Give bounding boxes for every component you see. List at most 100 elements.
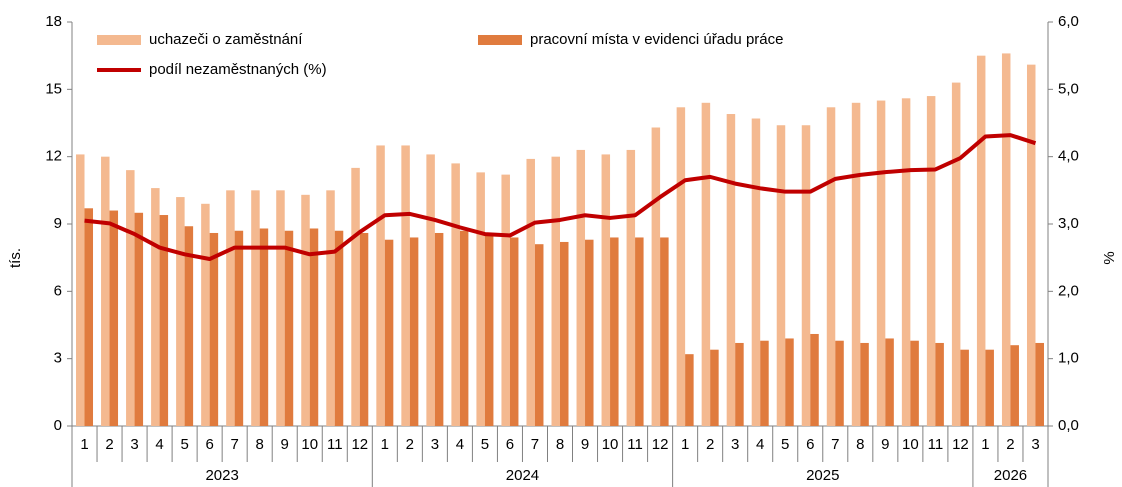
bar bbox=[251, 190, 260, 426]
bar bbox=[776, 125, 786, 426]
bar bbox=[585, 239, 594, 426]
bar bbox=[426, 154, 435, 426]
x-tick-label: 8 bbox=[556, 436, 564, 453]
x-tick-label: 5 bbox=[781, 436, 789, 453]
bar bbox=[209, 232, 219, 426]
bar bbox=[159, 215, 169, 426]
x-tick-label: 2 bbox=[1006, 436, 1014, 453]
y-tick-label: 6 bbox=[54, 282, 62, 299]
year-label: 2023 bbox=[205, 467, 238, 484]
x-tick-label: 1 bbox=[80, 436, 88, 453]
x-tick-label: 5 bbox=[481, 436, 489, 453]
legend-swatch bbox=[478, 35, 522, 45]
bar bbox=[726, 114, 736, 427]
bar bbox=[660, 237, 669, 426]
bar bbox=[126, 170, 135, 426]
line bbox=[84, 133, 1037, 262]
bar bbox=[434, 232, 444, 426]
x-tick-label: 11 bbox=[627, 436, 643, 453]
bar bbox=[876, 100, 886, 427]
bar bbox=[176, 197, 185, 426]
bar bbox=[885, 338, 894, 426]
y-tick-label: 3 bbox=[54, 350, 62, 367]
bar bbox=[109, 210, 119, 426]
bar bbox=[484, 235, 494, 426]
bar bbox=[751, 118, 761, 426]
year-label: 2026 bbox=[994, 467, 1027, 484]
bar bbox=[84, 208, 94, 426]
x-tick-label: 4 bbox=[456, 436, 464, 453]
x-tick-label: 10 bbox=[602, 436, 619, 453]
x-tick-label: 8 bbox=[256, 436, 264, 453]
x-tick-label: 5 bbox=[180, 436, 188, 453]
bar bbox=[1035, 342, 1044, 426]
x-tick-label: 12 bbox=[952, 436, 969, 453]
bar bbox=[309, 228, 319, 426]
x-tick-label: 9 bbox=[581, 436, 589, 453]
bar bbox=[1026, 64, 1036, 427]
bar bbox=[509, 237, 519, 426]
bar bbox=[259, 228, 269, 426]
bar bbox=[201, 203, 210, 426]
bar bbox=[276, 190, 285, 426]
x-tick-label: 12 bbox=[652, 436, 669, 453]
x-tick-label: 8 bbox=[856, 436, 864, 453]
y2-tick-label: 4,0 bbox=[1058, 148, 1079, 165]
bar bbox=[284, 230, 294, 426]
y2-tick-label: 5,0 bbox=[1058, 80, 1079, 97]
bar bbox=[926, 96, 936, 427]
x-tick-label: 1 bbox=[981, 436, 989, 453]
bar bbox=[476, 172, 485, 426]
bar bbox=[334, 230, 344, 426]
year-label: 2025 bbox=[806, 467, 839, 484]
bar bbox=[351, 167, 360, 426]
bar bbox=[184, 226, 194, 426]
x-tick-label: 10 bbox=[301, 436, 318, 453]
x-tick-label: 4 bbox=[756, 436, 764, 453]
bar bbox=[951, 82, 961, 426]
x-tick-label: 11 bbox=[928, 436, 944, 453]
bar bbox=[985, 349, 994, 426]
bar bbox=[151, 188, 160, 426]
bar bbox=[526, 158, 535, 426]
bar bbox=[501, 174, 510, 426]
bar bbox=[1010, 345, 1019, 426]
y2-tick-label: 6,0 bbox=[1058, 13, 1079, 30]
bar bbox=[534, 244, 544, 426]
bar bbox=[384, 239, 394, 426]
bar bbox=[976, 55, 986, 427]
y-axis-label: tís. bbox=[7, 248, 24, 268]
x-tick-label: 10 bbox=[902, 436, 919, 453]
y2-tick-label: 1,0 bbox=[1058, 350, 1079, 367]
bar bbox=[810, 333, 819, 426]
x-tick-label: 3 bbox=[1031, 436, 1039, 453]
y-tick-label: 15 bbox=[45, 80, 62, 97]
x-tick-label: 1 bbox=[381, 436, 389, 453]
bar bbox=[226, 190, 235, 426]
x-tick-label: 7 bbox=[831, 436, 839, 453]
bar bbox=[234, 230, 244, 426]
x-tick-label: 3 bbox=[130, 436, 138, 453]
bar bbox=[826, 107, 836, 427]
bar bbox=[409, 237, 419, 426]
x-tick-label: 6 bbox=[205, 436, 213, 453]
bar bbox=[459, 230, 469, 426]
x-tick-label: 11 bbox=[327, 436, 343, 453]
x-tick-label: 9 bbox=[281, 436, 289, 453]
x-tick-label: 12 bbox=[351, 436, 368, 453]
x-tick-label: 3 bbox=[431, 436, 439, 453]
bar bbox=[301, 194, 310, 426]
bar bbox=[801, 125, 811, 426]
y2-axis-label: % bbox=[1101, 251, 1118, 264]
bar bbox=[710, 349, 719, 426]
y2-tick-label: 3,0 bbox=[1058, 215, 1079, 232]
bar bbox=[401, 145, 410, 426]
bar bbox=[326, 190, 335, 426]
x-tick-label: 1 bbox=[681, 436, 689, 453]
bar bbox=[901, 98, 911, 427]
bar bbox=[935, 342, 944, 426]
x-tick-label: 7 bbox=[531, 436, 539, 453]
y2-tick-label: 0,0 bbox=[1058, 417, 1079, 434]
bar bbox=[551, 156, 560, 426]
